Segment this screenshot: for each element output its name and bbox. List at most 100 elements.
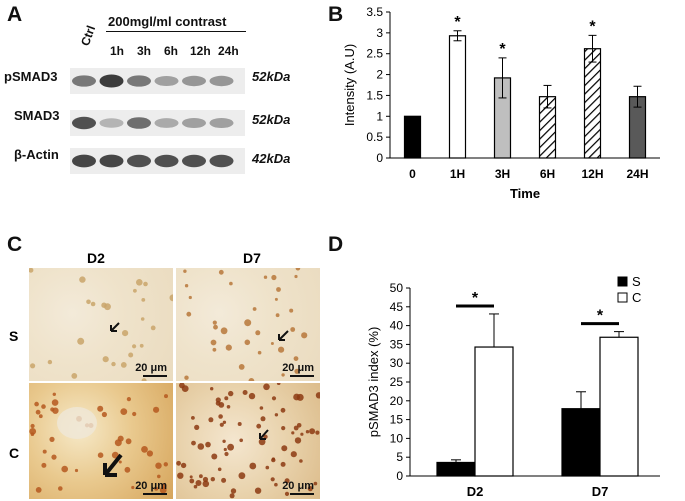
stained-nucleus (315, 430, 320, 435)
stained-nucleus (128, 352, 134, 358)
stained-nucleus (213, 324, 218, 330)
stained-nucleus (217, 467, 222, 472)
ihc-image-c-d2: 20 μm (29, 383, 173, 499)
stained-nucleus (47, 359, 53, 365)
stained-nucleus (189, 478, 195, 484)
y-tick-label: 0 (396, 469, 403, 483)
x-tick-label: 3H (495, 167, 510, 181)
blot-row-label: β-Actin (14, 147, 59, 162)
stained-nucleus (120, 408, 128, 415)
lane-label: Ctrl (78, 23, 99, 48)
legend-label: C (632, 290, 641, 305)
stained-nucleus (97, 405, 104, 412)
blot-band (99, 154, 124, 168)
stained-nucleus (265, 465, 270, 470)
y-tick-label: 3 (376, 26, 383, 40)
scale-bar-label: 20 μm (282, 480, 314, 492)
stained-nucleus (274, 482, 278, 487)
stained-nucleus (223, 447, 227, 452)
stained-nucleus (244, 339, 251, 346)
stained-nucleus (281, 445, 288, 452)
stained-nucleus (294, 274, 298, 279)
blot-band (127, 117, 151, 129)
stained-nucleus (86, 299, 91, 305)
legend-swatch (617, 292, 628, 303)
stained-nucleus (263, 383, 270, 391)
stained-nucleus (248, 378, 255, 381)
bar (403, 115, 422, 159)
x-axis-title: Time (510, 186, 540, 201)
ihc-panel: D2 D7 S C 20 μm 20 μm 20 μm 20 μm (0, 240, 330, 501)
blot-size-label: 42kDa (252, 151, 291, 166)
stained-nucleus (218, 414, 223, 419)
stained-nucleus (195, 480, 202, 486)
stained-nucleus (271, 274, 277, 281)
stained-nucleus (271, 457, 275, 461)
stained-nucleus (218, 402, 225, 408)
y-tick-label: 2 (376, 68, 383, 82)
stained-nucleus (258, 438, 266, 446)
ihc-column-label: D2 (87, 250, 105, 266)
stained-nucleus (193, 484, 198, 489)
stained-nucleus (210, 339, 217, 346)
y-tick-label: 3.5 (366, 5, 383, 19)
stained-nucleus (155, 462, 162, 469)
stained-nucleus (239, 438, 243, 443)
stained-nucleus (270, 342, 274, 345)
stained-nucleus (276, 287, 281, 292)
stained-nucleus (29, 428, 37, 435)
stained-nucleus (281, 373, 285, 377)
stained-nucleus (221, 477, 227, 483)
stained-nucleus (249, 462, 257, 470)
blot-band (72, 154, 96, 168)
treatment-header: 200mgl/ml contrast (108, 14, 227, 29)
stained-nucleus (238, 472, 246, 480)
stained-nucleus (181, 385, 189, 392)
stained-nucleus (30, 363, 36, 369)
stained-nucleus (38, 414, 43, 419)
blot-band (209, 154, 234, 168)
stained-nucleus (157, 474, 161, 479)
stained-nucleus (35, 409, 41, 415)
stained-nucleus (141, 378, 147, 381)
y-tick-label: 20 (390, 394, 404, 408)
stained-nucleus (309, 428, 316, 435)
y-tick-label: 10 (390, 431, 404, 445)
bar (599, 336, 639, 477)
stained-nucleus (184, 375, 189, 380)
y-tick-label: 30 (390, 356, 404, 370)
stained-nucleus (79, 276, 86, 283)
stained-nucleus (131, 485, 135, 490)
lane-label: 24h (218, 44, 239, 58)
stained-nucleus (114, 439, 122, 447)
significance-marker: * (499, 41, 506, 58)
stained-nucleus (244, 319, 252, 327)
stained-nucleus (124, 466, 131, 473)
stained-nucleus (220, 327, 228, 335)
stained-nucleus (301, 332, 308, 339)
blot-row-label: pSMAD3 (4, 69, 58, 84)
stained-nucleus (77, 337, 85, 345)
blot-band (127, 75, 151, 87)
y-tick-label: 5 (396, 450, 403, 464)
x-tick-label: 24H (626, 167, 648, 181)
scale-bar (143, 493, 167, 495)
bar (583, 48, 602, 159)
stained-nucleus (257, 350, 262, 355)
y-tick-label: 35 (390, 337, 404, 351)
scale-bar (290, 493, 314, 495)
stained-nucleus (150, 325, 156, 331)
stained-nucleus (299, 459, 303, 463)
stained-nucleus (296, 393, 304, 401)
stained-nucleus (132, 411, 137, 417)
blot-image (70, 68, 245, 174)
stained-nucleus (52, 407, 59, 414)
stained-nucleus (30, 423, 35, 429)
stained-nucleus (229, 281, 233, 286)
stained-nucleus (271, 396, 277, 401)
scale-bar (290, 375, 314, 377)
stained-nucleus (274, 413, 279, 417)
stained-nucleus (289, 308, 294, 313)
ihc-column-label: D7 (243, 250, 261, 266)
stained-nucleus (34, 401, 39, 407)
